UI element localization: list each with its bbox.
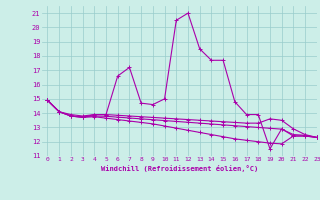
X-axis label: Windchill (Refroidissement éolien,°C): Windchill (Refroidissement éolien,°C) xyxy=(100,165,258,172)
